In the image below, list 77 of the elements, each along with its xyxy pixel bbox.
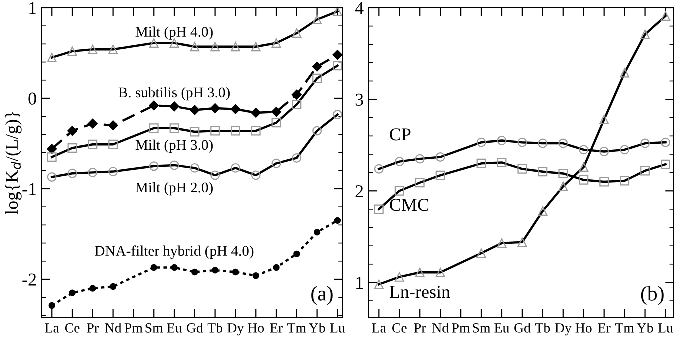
- x-tick-label: Pm: [124, 324, 143, 333]
- point: [90, 285, 96, 292]
- point: [170, 102, 180, 112]
- point: [272, 107, 282, 118]
- y-tick-label: 4: [355, 2, 364, 14]
- point: [48, 302, 56, 310]
- series-label: CMC: [390, 199, 429, 212]
- y-tick-label: 2: [356, 185, 364, 198]
- x-tick-label: Ho: [576, 324, 592, 333]
- x-tick-label: Pr: [414, 324, 426, 333]
- x-tick-label: Eu: [494, 324, 510, 333]
- x-tick-label: Lu: [658, 324, 674, 333]
- point: [212, 267, 219, 274]
- legend-label: Milt (pH 4.0): [136, 26, 213, 40]
- x-tick-label: Nd: [432, 323, 449, 333]
- x-tick-label: La: [372, 324, 386, 333]
- point: [190, 105, 200, 116]
- y-tick-label: -1: [22, 183, 36, 196]
- annotation: (b): [641, 286, 664, 306]
- x-tick-label: Tm: [615, 324, 634, 333]
- y-axis-title: log{K$_{d}$/(L/g)}: [5, 112, 22, 215]
- point: [251, 108, 262, 118]
- point: [150, 264, 158, 272]
- x-tick-label: Gd: [514, 323, 531, 333]
- x-tick-label: Pr: [87, 324, 99, 333]
- point: [210, 103, 220, 114]
- point: [252, 272, 260, 280]
- x-tick-label: Yb: [308, 323, 326, 333]
- x-tick-label: Sm: [146, 324, 164, 333]
- point: [314, 229, 321, 236]
- x-tick-label: Gd: [186, 323, 204, 333]
- point: [292, 90, 302, 100]
- x-tick-label: Eu: [167, 324, 182, 333]
- y-tick-label: 1: [30, 2, 36, 14]
- point: [68, 126, 78, 136]
- y-tick-label: 3: [356, 94, 364, 106]
- point: [69, 290, 76, 296]
- series-label: Milt (pH 2.0): [136, 182, 213, 196]
- x-tick-label: Er: [598, 324, 611, 333]
- point: [334, 217, 342, 224]
- series-label: Milt (pH 3.0): [136, 140, 213, 154]
- series-label: B. subtilis (pH 3.0): [118, 87, 230, 101]
- x-tick-label: Yb: [636, 323, 654, 333]
- x-tick-label: Tb: [535, 323, 550, 333]
- point: [192, 268, 198, 276]
- point: [294, 250, 300, 258]
- point: [110, 283, 117, 290]
- series-label: CP: [390, 128, 411, 141]
- point: [47, 144, 58, 154]
- x-tick-label: Dy: [555, 324, 572, 336]
- point: [312, 62, 322, 72]
- x-tick-label: Sm: [473, 324, 491, 333]
- x-tick-label: Nd: [105, 323, 122, 333]
- point: [108, 120, 118, 131]
- x-tick-label: Ho: [248, 324, 264, 333]
- x-tick-label: Lu: [330, 324, 346, 333]
- x-tick-label: Tm: [288, 324, 306, 333]
- series-label: DNA-filter hybrid (pH 4.0): [95, 246, 254, 260]
- series-label: Ln-resin: [390, 286, 450, 298]
- point: [171, 264, 178, 272]
- x-tick-label: La: [45, 324, 60, 333]
- y-tick-label: 1: [356, 277, 363, 289]
- x-tick-label: Ce: [65, 324, 80, 333]
- point: [88, 118, 98, 129]
- y-tick-label: -2: [22, 274, 36, 286]
- x-tick-label: Tb: [208, 323, 222, 333]
- x-tick-label: Er: [270, 324, 283, 333]
- point: [332, 50, 343, 60]
- x-tick-label: Pm: [452, 324, 470, 333]
- point: [230, 104, 241, 114]
- x-tick-label: Ce: [392, 324, 407, 333]
- point: [232, 268, 240, 276]
- y-tick-label: 0: [28, 92, 36, 105]
- annotation: (a): [312, 286, 333, 306]
- x-tick-label: Dy: [228, 324, 244, 336]
- point: [149, 100, 160, 111]
- point: [273, 264, 280, 272]
